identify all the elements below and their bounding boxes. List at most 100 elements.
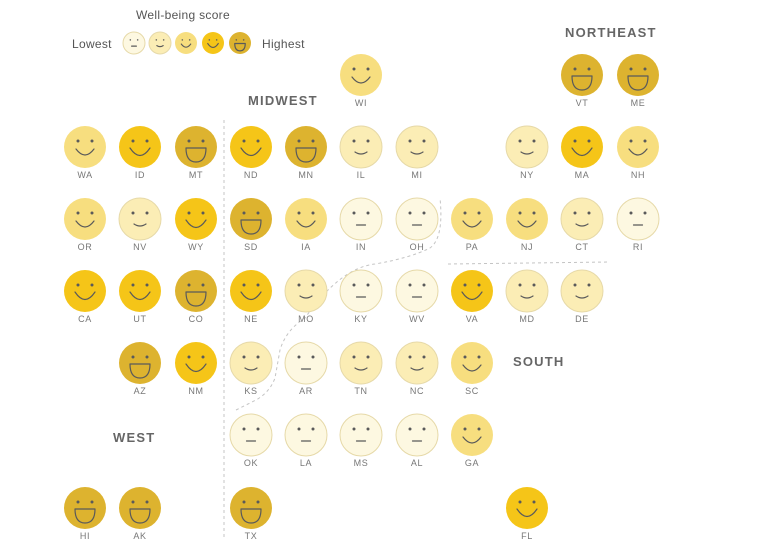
face-left-eye [518,283,522,287]
face-left-eye [518,500,522,504]
region-dividers [223,120,611,538]
face-left-eye [181,39,184,41]
face-right-eye [366,139,370,143]
state-face-ms: MS [339,413,383,468]
face-right-eye [256,427,260,431]
state-face-de: DE [560,269,604,324]
face-left-eye [297,211,301,215]
state-face-az: AZ [119,342,161,396]
legend-high-label: Highest [262,37,305,51]
state-abbr-label: FL [521,531,533,541]
state-face-sc: SC [451,342,493,396]
face-right-eye [477,211,481,215]
state-face-ri: RI [616,197,660,252]
face-left-eye [155,39,158,41]
state-face-ky: KY [339,269,383,324]
face-circle [230,270,272,312]
state-abbr-label: NV [133,242,147,252]
face-mouth [133,223,147,227]
face-right-eye [145,500,149,504]
face-circle [284,341,328,385]
face-right-eye [215,39,218,41]
face-left-eye [131,500,135,504]
face-mouth [129,291,151,301]
face-right-eye [311,283,315,287]
face-left-eye [297,139,301,143]
face-mouth [462,436,482,444]
face-mouth [185,219,207,229]
face-right-eye [145,211,149,215]
state-abbr-label: MA [575,170,590,180]
state-face-va: VA [451,270,493,324]
face-left-eye [242,500,246,504]
face-circle [119,270,161,312]
face-left-eye [187,139,191,143]
face-circle [284,269,328,313]
face-left-eye [518,211,522,215]
face-circle [451,270,493,312]
face-circle [395,413,439,457]
face-right-eye [422,427,426,431]
face-left-eye [131,355,135,359]
state-face-wa: WA [64,126,106,180]
face-right-eye [477,283,481,287]
state-abbr-label: RI [633,242,643,252]
face-left-eye [187,211,191,215]
state-abbr-label: OK [244,458,258,468]
face-circle [230,487,272,529]
region-label-northeast: NORTHEAST [565,25,657,40]
legend-face-level-3 [175,32,197,54]
legend-title: Well-being score [136,8,230,22]
face-right-eye [136,39,139,41]
face-circle [340,54,382,96]
state-abbr-label: DE [575,314,589,324]
face-right-eye [477,355,481,359]
state-face-ok: OK [229,413,273,468]
face-mouth [240,147,262,157]
face-right-eye [643,139,647,143]
face-left-eye [408,427,412,431]
face-mouth [180,43,192,48]
face-circle [119,342,161,384]
face-mouth [462,364,482,372]
region-label-midwest: MIDWEST [248,93,318,108]
face-left-eye [76,283,80,287]
state-face-nm: NM [175,342,217,396]
face-circle [339,269,383,313]
face-mouth [185,363,207,373]
state-face-al: AL [395,413,439,468]
face-circle [175,32,197,54]
state-abbr-label: OR [78,242,93,252]
state-abbr-label: KS [244,386,257,396]
face-circle [451,342,493,384]
face-circle [395,341,439,385]
face-mouth [129,508,151,524]
state-abbr-label: ND [244,170,258,180]
face-right-eye [587,139,591,143]
face-circle [175,342,217,384]
face-mouth [240,508,262,524]
face-right-eye [532,500,536,504]
face-circle [229,341,273,385]
face-mouth [628,148,648,156]
state-abbr-label: SD [244,242,258,252]
face-mouth [520,295,534,299]
state-face-mt: MT [175,126,217,180]
face-circle [505,125,549,169]
face-left-eye [131,283,135,287]
face-right-eye [587,283,591,287]
state-abbr-label: KY [354,314,367,324]
face-left-eye [187,283,191,287]
state-abbr-label: IA [301,242,311,252]
face-mouth [627,75,649,91]
state-abbr-label: NH [631,170,645,180]
face-circle [202,32,224,54]
face-left-eye [352,211,356,215]
state-face-co: CO [175,270,217,324]
face-right-eye [256,211,260,215]
face-mouth [299,295,313,299]
face-circle [505,269,549,313]
face-mouth [185,291,207,307]
face-mouth [354,367,368,371]
